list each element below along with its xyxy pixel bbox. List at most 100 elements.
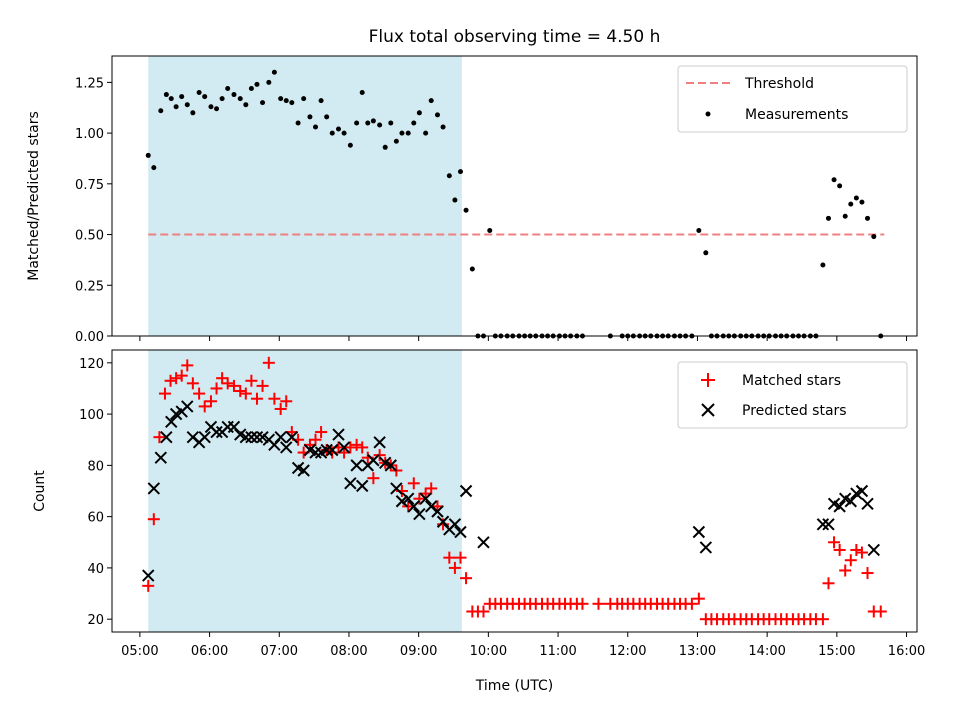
top-y-tick-label: 0.75 — [75, 178, 104, 193]
measurement-point — [842, 213, 848, 219]
predicted-star-stroke — [154, 451, 167, 464]
predicted-star-stroke — [344, 477, 357, 490]
measurement-point — [301, 96, 307, 102]
predicted-star-stroke — [142, 569, 155, 582]
predicted-star-point — [326, 443, 339, 457]
predicted-star-stroke — [436, 515, 450, 528]
matched-star-point — [437, 518, 450, 531]
predicted-star-stroke — [285, 430, 299, 444]
measurement-point — [365, 120, 371, 126]
predicted-star-point — [160, 430, 173, 444]
matched-star-point — [198, 400, 211, 413]
measurement-point — [354, 120, 360, 126]
predicted-star-stroke — [147, 482, 161, 495]
matched-star-point — [425, 482, 438, 495]
top-x-axis-ticks — [139, 336, 908, 341]
measurement-point — [145, 152, 151, 158]
predicted-star-point — [356, 479, 369, 493]
predicted-star-stroke — [234, 428, 247, 441]
measurement-point — [341, 130, 347, 136]
predicted-star-stroke — [227, 420, 241, 434]
measurement-point — [382, 144, 388, 150]
matched-star-point — [356, 441, 369, 454]
bottom-y-tick-label: 80 — [87, 459, 104, 474]
top-y-tick-label: 1.00 — [75, 127, 104, 142]
predicted-star-point — [816, 518, 830, 531]
predicted-star-point — [147, 482, 161, 495]
predicted-star-stroke — [816, 518, 830, 531]
measurement-point — [469, 266, 475, 272]
x-tick-label: 15:00 — [818, 644, 855, 659]
predicted-star-stroke — [425, 500, 438, 513]
matched-star-point — [147, 513, 160, 526]
matched-star-point — [315, 426, 328, 439]
measurement-point — [254, 81, 260, 87]
measurement-point — [347, 142, 353, 148]
top-y-tick-label: 0.50 — [75, 229, 104, 244]
predicted-star-stroke — [827, 497, 841, 511]
predicted-star-stroke — [390, 482, 403, 495]
measurement-point — [219, 96, 225, 102]
matched-star-point — [239, 387, 252, 400]
chart-title: Flux total observing time = 4.50 h — [369, 27, 661, 47]
predicted-star-stroke — [198, 430, 211, 444]
x-tick-label: 11:00 — [539, 644, 576, 659]
predicted-star-stroke — [477, 536, 490, 549]
predicted-star-point — [822, 518, 835, 531]
measurement-point — [399, 130, 405, 136]
predicted-star-stroke — [326, 443, 339, 457]
predicted-star-point — [280, 441, 293, 454]
bottom-x-axis-ticks: 05:00 06:00 07:00 08:00 09:00 10:00 11:00 12:00… — [121, 632, 925, 659]
x-tick-label: 13:00 — [679, 644, 716, 659]
predicted-star-point — [245, 430, 258, 444]
bottom-y-tick-label: 100 — [79, 408, 104, 423]
matched-star-point — [309, 433, 322, 446]
matched-star-point — [153, 431, 166, 444]
matched-star-point — [850, 543, 863, 556]
predicted-star-stroke — [337, 441, 351, 454]
top-panel: 0.00 0.25 0.50 0.75 1.00 1.25 Flux total obse… — [26, 27, 918, 345]
matched-star-point — [402, 500, 415, 513]
top-y-tick-label: 0.00 — [75, 330, 104, 345]
top-legend: Threshold Measurements — [677, 65, 908, 133]
bottom-y-tick-label: 40 — [87, 562, 104, 577]
measurement-point — [377, 122, 383, 128]
measurement-point — [208, 104, 214, 110]
matched-star-point — [874, 605, 887, 618]
measurement-point — [173, 104, 179, 110]
predicted-star-point — [297, 464, 310, 477]
predicted-star-point — [402, 492, 415, 505]
bottom-legend-frame — [677, 361, 908, 429]
matched-stars-points — [142, 356, 887, 626]
predicted-star-point — [344, 477, 357, 490]
measurement-point — [428, 98, 434, 104]
measurement-point — [278, 96, 284, 102]
predicted-star-stroke — [320, 443, 333, 457]
measurement-point — [393, 138, 399, 144]
matched-star-point — [685, 597, 698, 610]
predicted-star-point — [256, 430, 269, 444]
predicted-star-point — [332, 428, 345, 441]
x-tick-label: 10:00 — [470, 644, 507, 659]
bottom-panel: 20 40 60 80 100 120 05:00 06:00 07:00 08:00 09:00… — [32, 349, 925, 694]
measurement-point — [313, 124, 319, 130]
predicted-star-point — [413, 507, 426, 521]
predicted-star-point — [367, 454, 380, 467]
predicted-star-stroke — [280, 441, 293, 454]
measurement-point — [329, 130, 335, 136]
measurement-point — [336, 126, 342, 132]
predicted-star-point — [833, 500, 846, 513]
legend-predicted-label: Predicted stars — [742, 403, 847, 419]
measurement-point — [859, 199, 865, 205]
matched-star-point — [250, 392, 263, 405]
matched-star-point — [344, 441, 357, 454]
predicted-star-stroke — [822, 518, 835, 531]
matched-star-point — [227, 379, 240, 392]
predicted-star-stroke — [379, 456, 392, 470]
legend-matched-label: Matched stars — [742, 373, 841, 389]
predicted-star-stroke — [402, 492, 415, 505]
predicted-star-stroke — [239, 430, 253, 444]
measurement-point — [307, 114, 313, 120]
matched-star-point — [448, 561, 461, 574]
predicted-star-stroke — [160, 430, 173, 444]
